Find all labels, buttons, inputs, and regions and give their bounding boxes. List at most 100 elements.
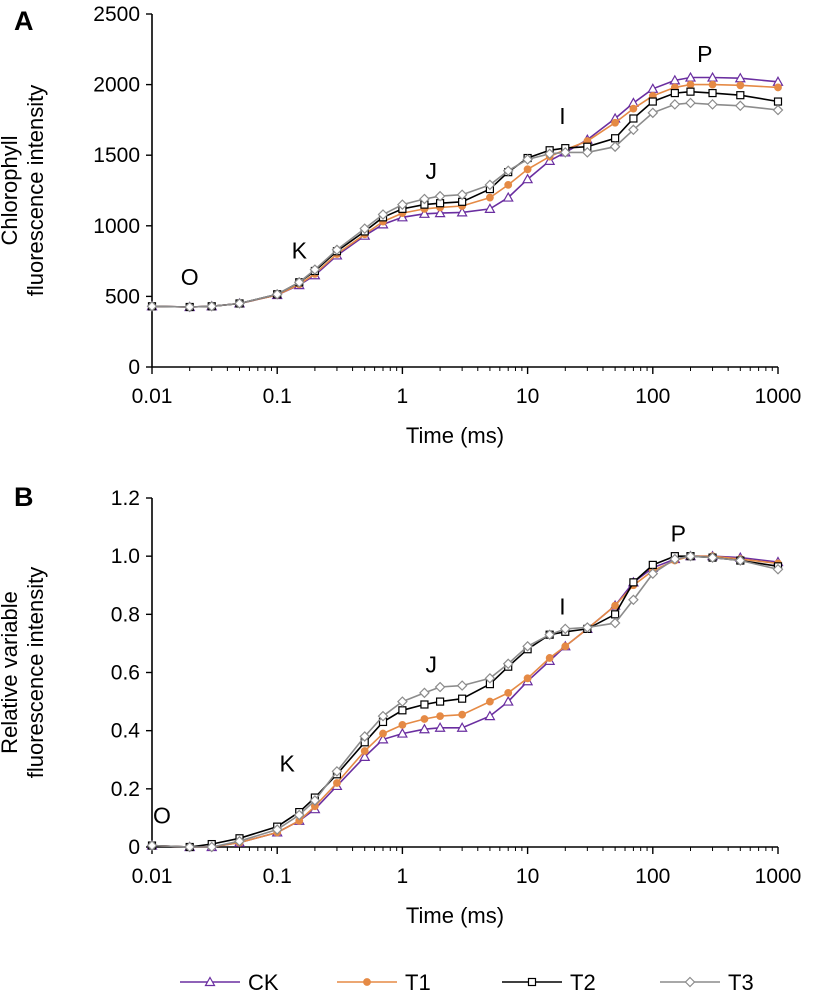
data-point bbox=[420, 700, 429, 709]
data-point bbox=[504, 688, 513, 697]
data-point bbox=[581, 147, 593, 158]
data-point bbox=[544, 629, 555, 641]
series-line bbox=[151, 102, 779, 308]
data-point bbox=[685, 97, 696, 109]
data-point bbox=[559, 623, 571, 635]
y-tick-label: 0.4 bbox=[111, 720, 141, 743]
data-point bbox=[377, 733, 389, 744]
data-point bbox=[397, 696, 408, 707]
data-point bbox=[484, 672, 496, 684]
data-point bbox=[456, 722, 468, 732]
data-point bbox=[398, 706, 407, 715]
data-point bbox=[628, 594, 639, 606]
y-tick-label: 0 bbox=[128, 836, 140, 859]
data-point bbox=[772, 563, 784, 575]
x-tick-label: 10 bbox=[516, 385, 539, 408]
data-point bbox=[293, 276, 305, 288]
data-point bbox=[456, 206, 468, 217]
legend-label: CK bbox=[248, 970, 279, 995]
legend-label: T3 bbox=[728, 970, 754, 995]
phase-label: J bbox=[426, 652, 438, 678]
y-tick-label: 0.8 bbox=[111, 603, 140, 626]
data-point bbox=[561, 642, 570, 651]
phase-label: I bbox=[559, 103, 565, 129]
x-tick-label: 1 bbox=[397, 865, 409, 888]
data-point bbox=[420, 715, 429, 723]
data-point bbox=[581, 622, 593, 633]
data-point bbox=[707, 552, 718, 563]
data-point bbox=[523, 165, 532, 174]
legend-label: T1 bbox=[405, 970, 431, 995]
data-point bbox=[359, 751, 371, 761]
data-point bbox=[707, 99, 718, 110]
phase-label: K bbox=[292, 237, 308, 263]
y-tick-label: 1500 bbox=[93, 144, 140, 167]
data-point bbox=[708, 88, 717, 98]
data-point bbox=[609, 617, 621, 629]
data-point bbox=[418, 208, 430, 218]
data-point bbox=[484, 179, 496, 191]
legend-marker bbox=[363, 978, 371, 986]
x-tick-label: 0.01 bbox=[132, 385, 173, 408]
panel-label: A bbox=[14, 6, 34, 36]
phase-label: I bbox=[559, 593, 565, 619]
x-tick-label: 1000 bbox=[755, 865, 802, 888]
x-axis-label: Time (ms) bbox=[406, 903, 504, 928]
data-point bbox=[309, 264, 321, 275]
data-point bbox=[146, 840, 158, 851]
data-point bbox=[669, 553, 681, 565]
series-t2 bbox=[147, 87, 783, 312]
data-point bbox=[629, 578, 638, 587]
data-point bbox=[234, 298, 245, 309]
data-point bbox=[234, 835, 245, 847]
legend-item-ck: CK bbox=[180, 970, 279, 995]
data-point bbox=[377, 209, 389, 220]
data-point bbox=[456, 680, 468, 691]
x-tick-label: 0.1 bbox=[263, 385, 292, 408]
series-ck bbox=[146, 71, 784, 312]
data-point bbox=[647, 568, 659, 579]
data-point bbox=[435, 697, 445, 706]
series-line bbox=[151, 76, 779, 308]
data-point bbox=[419, 193, 430, 205]
data-point bbox=[502, 191, 514, 202]
data-point bbox=[360, 747, 369, 755]
series-t3 bbox=[146, 97, 784, 313]
data-point bbox=[736, 91, 745, 100]
data-point bbox=[523, 674, 532, 683]
data-point bbox=[734, 555, 746, 566]
data-point bbox=[522, 640, 533, 652]
data-point bbox=[359, 223, 371, 234]
data-point bbox=[486, 193, 494, 202]
data-point bbox=[686, 87, 695, 96]
y-tick-label: 1.0 bbox=[111, 545, 140, 568]
x-tick-label: 100 bbox=[635, 865, 670, 888]
data-point bbox=[184, 841, 196, 853]
data-point bbox=[331, 244, 343, 256]
data-point bbox=[293, 809, 305, 821]
legend-marker bbox=[204, 976, 216, 987]
data-point bbox=[611, 601, 620, 610]
x-tick-label: 1 bbox=[397, 385, 409, 408]
data-point bbox=[434, 207, 446, 218]
legend-item-t3: T3 bbox=[660, 970, 754, 995]
data-point bbox=[184, 301, 196, 313]
data-point bbox=[397, 199, 408, 210]
phase-label: K bbox=[279, 750, 295, 776]
y-axis-label-line2: fluorescence intensity bbox=[23, 85, 48, 297]
data-point bbox=[648, 97, 657, 106]
data-point bbox=[522, 173, 534, 184]
y-tick-label: 2000 bbox=[93, 74, 140, 97]
y-axis-label-line1: Relative variable bbox=[0, 591, 22, 754]
data-point bbox=[734, 100, 746, 112]
series-line bbox=[151, 555, 779, 848]
y-tick-label: 500 bbox=[105, 285, 140, 308]
legend: CK T1 T2 T3 bbox=[180, 970, 754, 995]
data-point bbox=[686, 80, 695, 89]
data-point bbox=[685, 550, 696, 562]
data-point bbox=[773, 97, 783, 106]
data-point bbox=[436, 712, 444, 721]
legend-marker bbox=[684, 976, 696, 988]
data-point bbox=[502, 695, 514, 706]
